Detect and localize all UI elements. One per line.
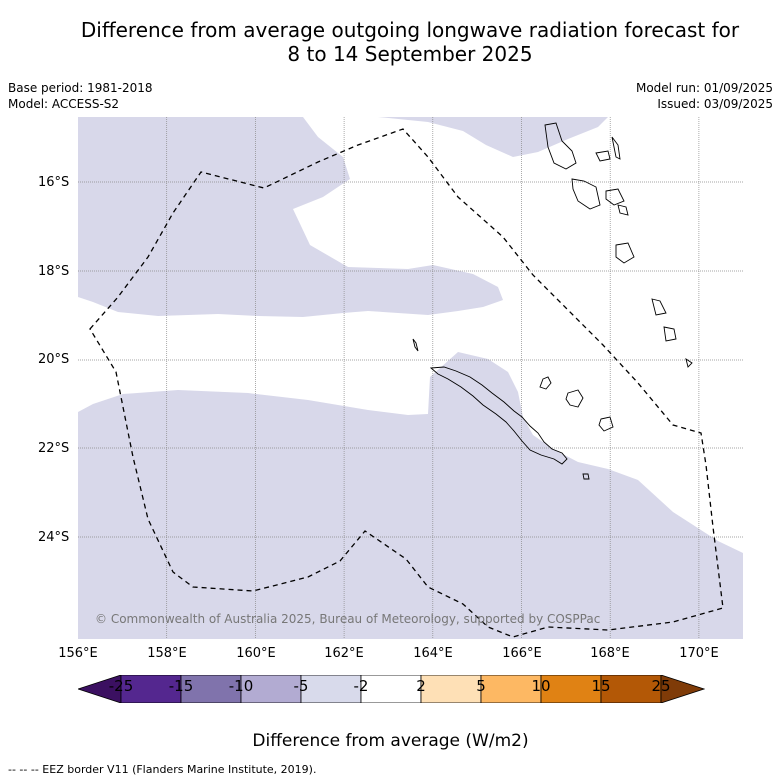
map-svg: © Commonwealth of Australia 2025, Bureau… (78, 117, 743, 639)
small-island-2 (617, 204, 629, 216)
copyright-text: © Commonwealth of Australia 2025, Bureau… (95, 612, 600, 626)
colorbar-tick-label: 2 (416, 677, 426, 695)
grid-lines (78, 117, 743, 639)
small-island-1 (685, 357, 693, 368)
title-line-2: 8 to 14 September 2025 (287, 42, 533, 66)
colorbar-tick-label: 25 (651, 677, 671, 695)
x-tick-label: 158°E (147, 646, 187, 661)
colorbar-tick-label: -5 (293, 677, 309, 695)
x-tick-label: 162°E (324, 646, 364, 661)
eez-border (89, 128, 724, 638)
mare (598, 416, 614, 432)
espiritu-santo (544, 122, 577, 170)
ouvea (539, 376, 552, 390)
model-name: Model: ACCESS-S2 (8, 97, 120, 111)
y-tick-label: 20°S (38, 352, 70, 367)
coastlines (412, 122, 693, 480)
x-tick-label: 160°E (236, 646, 276, 661)
isle-of-pines (582, 473, 590, 480)
belep-islands (412, 338, 419, 352)
eez-footnote: -- -- -- EEZ border V11 (Flanders Marine… (8, 763, 317, 776)
shading-northeast (378, 117, 608, 157)
x-tick-label: 156°E (58, 646, 98, 661)
colorbar-cell (600, 675, 662, 703)
y-tick-label: 24°S (38, 530, 70, 545)
map-panel: © Commonwealth of Australia 2025, Bureau… (78, 117, 743, 639)
x-tick-label: 166°E (502, 646, 542, 661)
x-tick-label: 164°E (413, 646, 453, 661)
colorbar-tick-label: -25 (108, 677, 134, 695)
shading-north (78, 117, 503, 317)
chart-title: Difference from average outgoing longwav… (0, 18, 781, 66)
maewo-pentecost (611, 136, 621, 160)
lifou (565, 389, 584, 408)
colorbar-cell (420, 675, 482, 703)
ambae (595, 150, 611, 162)
efate (605, 188, 625, 206)
erromango (615, 242, 635, 264)
new-caledonia-coast (429, 366, 568, 465)
x-tick-label: 170°E (679, 646, 719, 661)
meta-left: Base period: 1981-2018 Model: ACCESS-S2 (8, 80, 153, 112)
tanna (651, 298, 667, 316)
aneityum (663, 326, 677, 342)
colorbar (78, 675, 705, 703)
colorbar-extend-max (660, 675, 705, 703)
colorbar-tick-label: 5 (476, 677, 486, 695)
base-period: Base period: 1981-2018 (8, 81, 153, 95)
colorbar-tick-label: 10 (531, 677, 551, 695)
colorbar-tick-label: 15 (591, 677, 611, 695)
colorbar-cell (240, 675, 302, 703)
colorbar-title: Difference from average (W/m2) (252, 731, 529, 751)
title-line-1: Difference from average outgoing longwav… (80, 18, 740, 42)
colorbar-tick-label: -10 (228, 677, 254, 695)
y-tick-label: 16°S (38, 175, 70, 190)
x-tick-label: 168°E (590, 646, 630, 661)
shading-south (78, 352, 743, 639)
colorbar-tick-label: -2 (353, 677, 369, 695)
model-run: Model run: 01/09/2025 (635, 81, 773, 95)
y-tick-label: 22°S (38, 441, 70, 456)
colorbar-cell (360, 675, 422, 703)
meta-right: Model run: 01/09/2025 Issued: 03/09/2025 (636, 80, 773, 112)
y-tick-label: 18°S (38, 264, 70, 279)
colorbar-tick-label: -15 (168, 677, 194, 695)
anomaly-shading (78, 117, 743, 639)
colorbar-cell (120, 675, 182, 703)
colorbar-cell (300, 675, 362, 703)
malekula (571, 178, 601, 210)
issued-date: Issued: 03/09/2025 (657, 97, 773, 111)
